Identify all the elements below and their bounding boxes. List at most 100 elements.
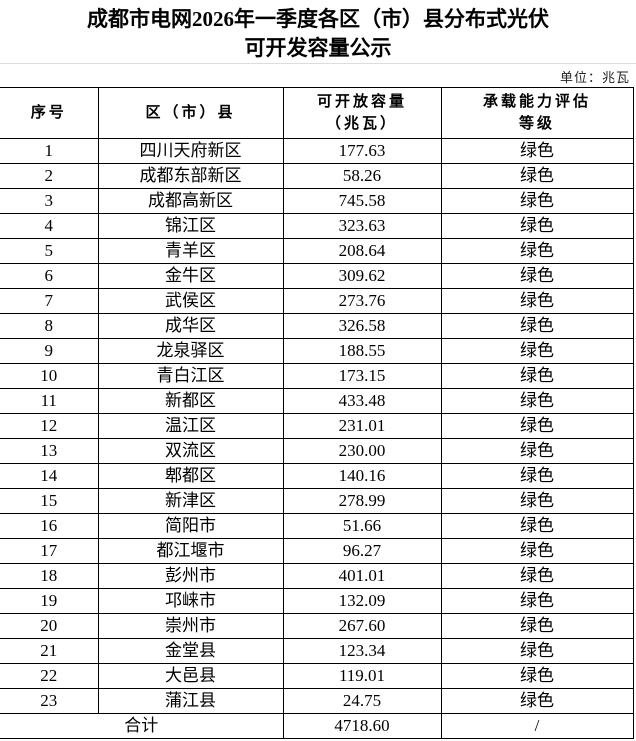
row-no: 11 xyxy=(0,388,99,414)
title-line-1: 成都市电网2026年一季度各区（市）县分布式光伏 xyxy=(87,7,549,31)
row-no: 12 xyxy=(0,413,99,439)
row-grade: 绿色 xyxy=(440,163,634,189)
row-no: 18 xyxy=(0,563,99,589)
row-district: 成华区 xyxy=(97,313,284,339)
table-row: 10 青白江区 173.15 绿色 xyxy=(0,363,634,389)
row-grade: 绿色 xyxy=(440,388,634,414)
row-district: 崇州市 xyxy=(97,613,284,639)
row-grade: 绿色 xyxy=(440,513,634,539)
row-capacity: 58.26 xyxy=(282,163,442,189)
row-no: 23 xyxy=(0,688,99,714)
table-row: 4 锦江区 323.63 绿色 xyxy=(0,213,634,239)
row-no: 1 xyxy=(0,138,99,164)
row-capacity: 177.63 xyxy=(282,138,442,164)
row-capacity: 123.34 xyxy=(282,638,442,664)
table-row: 11 新都区 433.48 绿色 xyxy=(0,388,634,414)
row-no: 19 xyxy=(0,588,99,614)
header-grade-line2: 等级 xyxy=(518,116,555,132)
row-grade: 绿色 xyxy=(440,138,634,164)
row-grade: 绿色 xyxy=(440,213,634,239)
header-capacity: 可开放容量 （兆瓦） xyxy=(282,87,442,139)
row-no: 6 xyxy=(0,263,99,289)
row-capacity: 188.55 xyxy=(282,338,442,364)
row-no: 13 xyxy=(0,438,99,464)
row-district: 简阳市 xyxy=(97,513,284,539)
table-row: 21 金堂县 123.34 绿色 xyxy=(0,638,634,664)
row-grade: 绿色 xyxy=(440,363,634,389)
row-district: 锦江区 xyxy=(97,213,284,239)
unit-label: 单位：兆瓦 xyxy=(559,70,630,85)
row-grade: 绿色 xyxy=(440,438,634,464)
table-row: 9 龙泉驿区 188.55 绿色 xyxy=(0,338,634,364)
row-capacity: 140.16 xyxy=(282,463,442,489)
row-no: 5 xyxy=(0,238,99,264)
row-no: 10 xyxy=(0,363,99,389)
row-district: 蒲江县 xyxy=(97,688,284,714)
row-district: 邛崃市 xyxy=(97,588,284,614)
total-grade: / xyxy=(440,713,634,739)
title-line-2: 可开发容量公示 xyxy=(244,36,392,60)
header-capacity-line1: 可开放容量 xyxy=(316,94,407,110)
row-grade: 绿色 xyxy=(440,663,634,689)
table-row: 2 成都东部新区 58.26 绿色 xyxy=(0,163,634,189)
row-capacity: 278.99 xyxy=(282,488,442,514)
table-row: 20 崇州市 267.60 绿色 xyxy=(0,613,634,639)
row-capacity: 132.09 xyxy=(282,588,442,614)
row-capacity: 119.01 xyxy=(282,663,442,689)
row-capacity: 96.27 xyxy=(282,538,442,564)
row-district: 双流区 xyxy=(97,438,284,464)
row-grade: 绿色 xyxy=(440,538,634,564)
row-district: 青羊区 xyxy=(97,238,284,264)
row-capacity: 326.58 xyxy=(282,313,442,339)
total-capacity: 4718.60 xyxy=(282,713,442,739)
header-capacity-line2: （兆瓦） xyxy=(325,116,398,132)
row-grade: 绿色 xyxy=(440,613,634,639)
table-row: 5 青羊区 208.64 绿色 xyxy=(0,238,634,264)
row-capacity: 231.01 xyxy=(282,413,442,439)
row-district: 四川天府新区 xyxy=(97,138,284,164)
row-no: 21 xyxy=(0,638,99,664)
row-district: 金堂县 xyxy=(97,638,284,664)
row-district: 郫都区 xyxy=(97,463,284,489)
table-row: 18 彭州市 401.01 绿色 xyxy=(0,563,634,589)
row-grade: 绿色 xyxy=(440,413,634,439)
row-district: 大邑县 xyxy=(97,663,284,689)
row-grade: 绿色 xyxy=(440,288,634,314)
row-district: 青白江区 xyxy=(97,363,284,389)
header-no: 序号 xyxy=(0,87,99,139)
row-no: 20 xyxy=(0,613,99,639)
row-capacity: 745.58 xyxy=(282,188,442,214)
table-row: 8 成华区 326.58 绿色 xyxy=(0,313,634,339)
row-grade: 绿色 xyxy=(440,238,634,264)
header-grade-line1: 承载能力评估 xyxy=(482,94,591,110)
total-label: 合计 xyxy=(0,713,284,739)
row-capacity: 433.48 xyxy=(282,388,442,414)
row-capacity: 173.15 xyxy=(282,363,442,389)
row-capacity: 24.75 xyxy=(282,688,442,714)
page-title: 成都市电网2026年一季度各区（市）县分布式光伏 可开发容量公示 xyxy=(0,0,636,64)
row-district: 龙泉驿区 xyxy=(97,338,284,364)
row-district: 金牛区 xyxy=(97,263,284,289)
row-capacity: 323.63 xyxy=(282,213,442,239)
table-row: 13 双流区 230.00 绿色 xyxy=(0,438,634,464)
table-row: 1 四川天府新区 177.63 绿色 xyxy=(0,138,634,164)
row-no: 22 xyxy=(0,663,99,689)
row-district: 成都东部新区 xyxy=(97,163,284,189)
table-row: 22 大邑县 119.01 绿色 xyxy=(0,663,634,689)
row-grade: 绿色 xyxy=(440,588,634,614)
row-no: 8 xyxy=(0,313,99,339)
table-row: 23 蒲江县 24.75 绿色 xyxy=(0,688,634,714)
row-no: 3 xyxy=(0,188,99,214)
row-grade: 绿色 xyxy=(440,463,634,489)
total-row: 合计 4718.60 / xyxy=(0,713,634,739)
row-district: 彭州市 xyxy=(97,563,284,589)
row-no: 17 xyxy=(0,538,99,564)
row-district: 新都区 xyxy=(97,388,284,414)
row-grade: 绿色 xyxy=(440,188,634,214)
table-row: 7 武侯区 273.76 绿色 xyxy=(0,288,634,314)
row-grade: 绿色 xyxy=(440,263,634,289)
row-capacity: 401.01 xyxy=(282,563,442,589)
row-grade: 绿色 xyxy=(440,488,634,514)
table-row: 3 成都高新区 745.58 绿色 xyxy=(0,188,634,214)
header-row: 序号 区（市）县 可开放容量 （兆瓦） 承载能力评估 等级 xyxy=(0,87,634,139)
